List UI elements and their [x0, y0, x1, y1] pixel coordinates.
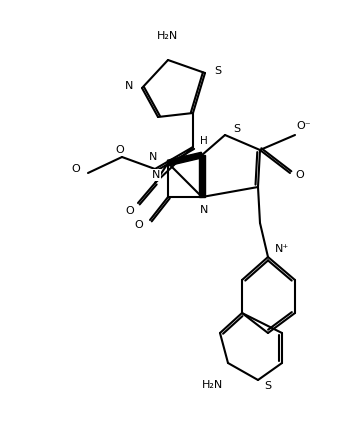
Text: O: O	[295, 170, 304, 180]
Text: O⁻: O⁻	[297, 121, 311, 131]
Polygon shape	[167, 152, 203, 166]
Text: N: N	[125, 81, 133, 91]
Text: N: N	[149, 152, 157, 162]
Text: N: N	[152, 170, 160, 180]
Text: H: H	[200, 136, 208, 146]
Polygon shape	[199, 155, 205, 197]
Text: S: S	[214, 66, 221, 76]
Text: S: S	[234, 124, 241, 134]
Text: N: N	[200, 205, 208, 215]
Text: S: S	[265, 381, 272, 391]
Text: H₂N: H₂N	[202, 380, 224, 390]
Text: O: O	[126, 206, 134, 216]
Text: H₂N: H₂N	[157, 31, 179, 41]
Text: O: O	[116, 145, 124, 155]
Text: O: O	[72, 164, 80, 174]
Text: N⁺: N⁺	[275, 244, 289, 254]
Text: O: O	[135, 220, 143, 230]
